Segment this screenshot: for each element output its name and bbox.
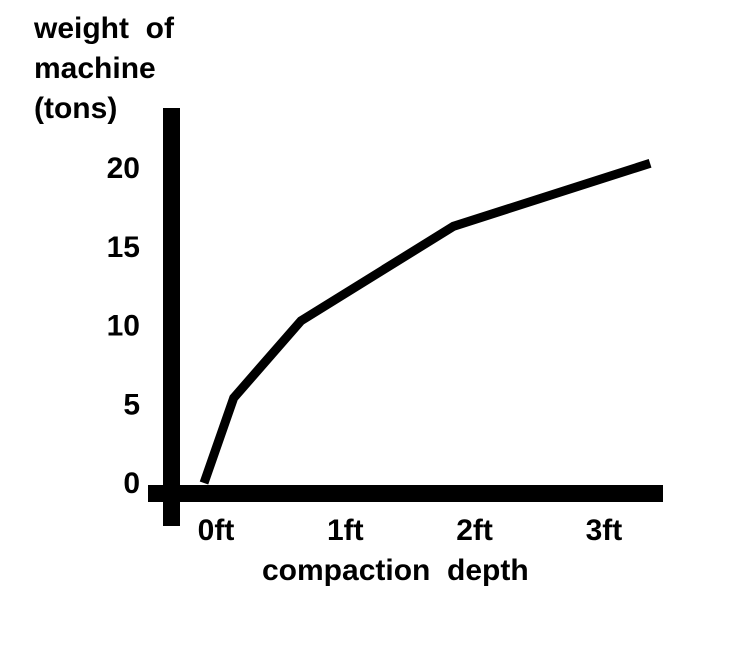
y-tick-labels: 0 5 10 15 20 <box>107 152 140 500</box>
y-tick-label: 10 <box>107 310 140 343</box>
x-tick-label: 2ft <box>456 514 493 547</box>
x-tick-labels: 0ft 1ft 2ft 3ft <box>198 514 623 547</box>
y-axis-label-line-1: weight of <box>33 12 175 45</box>
x-axis-label: compaction depth <box>262 554 529 587</box>
y-tick-label: 0 <box>123 467 140 500</box>
x-tick-label: 0ft <box>198 514 235 547</box>
y-axis-label-line-3: (tons) <box>34 92 117 125</box>
x-tick-label: 1ft <box>327 514 364 547</box>
y-tick-label: 20 <box>107 152 140 185</box>
y-tick-label: 5 <box>123 388 140 421</box>
y-axis-label-line-2: machine <box>34 52 156 85</box>
y-axis <box>163 108 180 526</box>
data-line <box>199 159 652 485</box>
x-tick-label: 3ft <box>586 514 623 547</box>
x-axis <box>148 485 663 502</box>
y-tick-label: 15 <box>107 231 140 264</box>
